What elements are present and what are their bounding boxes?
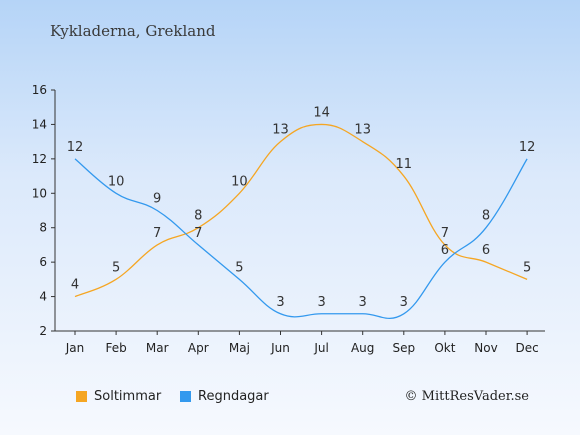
legend-swatch-regndagar	[180, 391, 191, 402]
data-label-soltimmar: 7	[441, 226, 449, 241]
x-tick-label-sep: Sep	[392, 341, 415, 355]
y-tick-label: 4	[39, 290, 47, 304]
x-tick-label-dec: Dec	[515, 341, 538, 355]
y-tick-label: 6	[39, 255, 47, 269]
data-label-soltimmar: 14	[313, 105, 330, 120]
data-label-regndagar: 10	[108, 174, 125, 189]
x-tick-label-jun: Jun	[270, 341, 290, 355]
data-labels: 4 5 7 8 10 13 14 13 11 7 6 5 12 10 9 7 5 3 3 3 3 6 8 12	[67, 105, 536, 309]
y-tick-label: 8	[39, 221, 47, 235]
y-tick-label: 12	[32, 152, 47, 166]
y-tick-label: 16	[32, 83, 47, 97]
data-label-soltimmar: 10	[231, 174, 248, 189]
data-label-regndagar: 9	[153, 192, 161, 207]
data-label-regndagar: 3	[317, 295, 325, 310]
x-tick-label-aug: Aug	[351, 341, 374, 355]
data-label-regndagar: 12	[67, 140, 84, 155]
data-label-regndagar: 6	[441, 243, 449, 258]
series-line-soltimmar	[74, 123, 528, 298]
y-tick-label: 10	[32, 186, 47, 200]
x-tick-label-jan: Jan	[65, 341, 85, 355]
x-tick-label-jul: Jul	[313, 341, 328, 355]
data-label-regndagar: 8	[482, 209, 490, 224]
legend-item-regndagar[interactable]: Regndagar	[180, 389, 269, 404]
data-label-soltimmar: 13	[272, 123, 289, 138]
data-label-soltimmar: 7	[153, 226, 161, 241]
data-label-regndagar: 3	[400, 295, 408, 310]
data-label-regndagar: 3	[276, 295, 284, 310]
data-label-soltimmar: 6	[482, 243, 490, 258]
data-label-regndagar: 7	[194, 226, 202, 241]
data-label-soltimmar: 13	[354, 123, 371, 138]
legend-label-soltimmar: Soltimmar	[94, 389, 162, 404]
data-label-soltimmar: 11	[396, 157, 413, 172]
legend-swatch-soltimmar	[76, 391, 87, 402]
x-tick-label-apr: Apr	[188, 341, 209, 355]
legend-item-soltimmar[interactable]: Soltimmar	[76, 389, 161, 404]
data-label-regndagar: 5	[235, 260, 243, 275]
series-lines	[74, 123, 528, 319]
data-label-regndagar: 12	[519, 140, 536, 155]
credit-link[interactable]: © MittResVader.se	[404, 389, 529, 404]
data-label-regndagar: 3	[359, 295, 367, 310]
data-label-soltimmar: 8	[194, 209, 202, 224]
data-label-soltimmar: 5	[112, 260, 120, 275]
x-tick-label-okt: Okt	[434, 341, 455, 355]
x-tick-label-maj: Maj	[229, 341, 250, 355]
series-line-regndagar	[74, 158, 528, 319]
x-tick-label-feb: Feb	[105, 341, 126, 355]
chart-title: Kykladerna, Grekland	[50, 22, 216, 40]
y-ticks: 2 4 6 8 10 12 14 16	[32, 83, 55, 338]
legend-label-regndagar: Regndagar	[198, 389, 269, 404]
x-tick-label-mar: Mar	[146, 341, 169, 355]
data-label-soltimmar: 5	[523, 260, 531, 275]
x-ticks: Jan Feb Mar Apr Maj Jun Jul Aug Sep Okt Nov Dec	[65, 331, 539, 355]
x-tick-label-nov: Nov	[474, 341, 497, 355]
y-tick-label: 2	[39, 324, 47, 338]
y-tick-label: 14	[32, 117, 47, 131]
data-label-soltimmar: 4	[71, 278, 79, 293]
